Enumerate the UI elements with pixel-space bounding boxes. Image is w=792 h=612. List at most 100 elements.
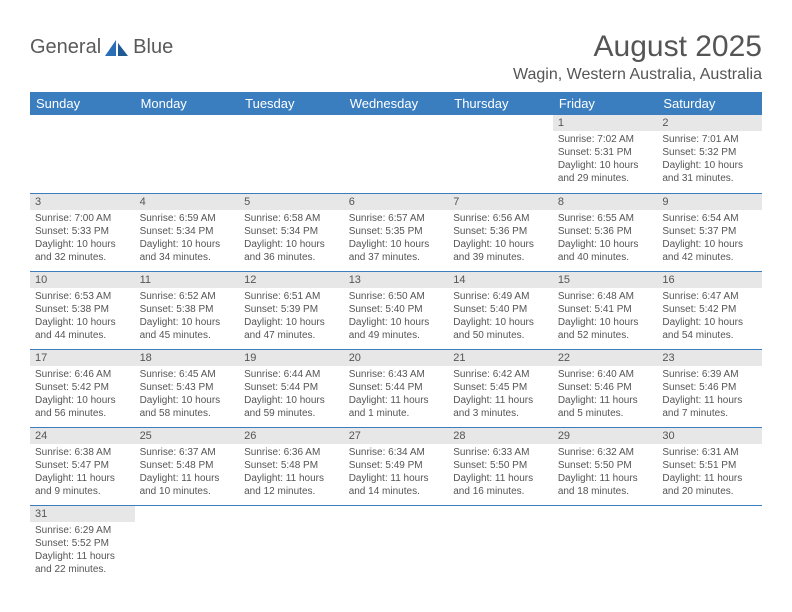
day-data: Sunrise: 7:02 AMSunset: 5:31 PMDaylight:…	[553, 131, 658, 189]
calendar-cell: 11Sunrise: 6:52 AMSunset: 5:38 PMDayligh…	[135, 271, 240, 349]
sunset: Sunset: 5:52 PM	[35, 537, 130, 550]
day-data: Sunrise: 6:49 AMSunset: 5:40 PMDaylight:…	[448, 288, 553, 346]
sunrise: Sunrise: 6:37 AM	[140, 446, 235, 459]
day-number: 17	[30, 350, 135, 366]
day-number: 9	[657, 194, 762, 210]
day-data: Sunrise: 7:00 AMSunset: 5:33 PMDaylight:…	[30, 210, 135, 268]
day-number: 7	[448, 194, 553, 210]
daylight: Daylight: 10 hours and 54 minutes.	[662, 316, 757, 342]
daylight: Daylight: 10 hours and 50 minutes.	[453, 316, 548, 342]
calendar-cell-empty	[448, 505, 553, 583]
day-data: Sunrise: 6:47 AMSunset: 5:42 PMDaylight:…	[657, 288, 762, 346]
daylight: Daylight: 11 hours and 14 minutes.	[349, 472, 444, 498]
day-number: 28	[448, 428, 553, 444]
day-data: Sunrise: 6:43 AMSunset: 5:44 PMDaylight:…	[344, 366, 449, 424]
day-number: 20	[344, 350, 449, 366]
daylight: Daylight: 10 hours and 52 minutes.	[558, 316, 653, 342]
calendar-cell: 28Sunrise: 6:33 AMSunset: 5:50 PMDayligh…	[448, 427, 553, 505]
sunset: Sunset: 5:32 PM	[662, 146, 757, 159]
daylight: Daylight: 11 hours and 3 minutes.	[453, 394, 548, 420]
calendar-cell-empty	[135, 505, 240, 583]
calendar-cell: 29Sunrise: 6:32 AMSunset: 5:50 PMDayligh…	[553, 427, 658, 505]
sunrise: Sunrise: 6:46 AM	[35, 368, 130, 381]
day-number: 1	[553, 115, 658, 131]
calendar-cell: 8Sunrise: 6:55 AMSunset: 5:36 PMDaylight…	[553, 193, 658, 271]
sunset: Sunset: 5:43 PM	[140, 381, 235, 394]
sunset: Sunset: 5:40 PM	[349, 303, 444, 316]
calendar-cell: 24Sunrise: 6:38 AMSunset: 5:47 PMDayligh…	[30, 427, 135, 505]
calendar-cell: 30Sunrise: 6:31 AMSunset: 5:51 PMDayligh…	[657, 427, 762, 505]
sunset: Sunset: 5:44 PM	[349, 381, 444, 394]
day-number: 5	[239, 194, 344, 210]
day-data: Sunrise: 6:53 AMSunset: 5:38 PMDaylight:…	[30, 288, 135, 346]
weekday-header: Tuesday	[239, 92, 344, 115]
sunrise: Sunrise: 6:59 AM	[140, 212, 235, 225]
sunset: Sunset: 5:47 PM	[35, 459, 130, 472]
day-number: 2	[657, 115, 762, 131]
daylight: Daylight: 10 hours and 37 minutes.	[349, 238, 444, 264]
day-number: 8	[553, 194, 658, 210]
sunrise: Sunrise: 6:32 AM	[558, 446, 653, 459]
sunset: Sunset: 5:33 PM	[35, 225, 130, 238]
sunset: Sunset: 5:40 PM	[453, 303, 548, 316]
daylight: Daylight: 10 hours and 47 minutes.	[244, 316, 339, 342]
daylight: Daylight: 10 hours and 32 minutes.	[35, 238, 130, 264]
calendar-cell: 15Sunrise: 6:48 AMSunset: 5:41 PMDayligh…	[553, 271, 658, 349]
sunrise: Sunrise: 6:49 AM	[453, 290, 548, 303]
calendar-cell: 7Sunrise: 6:56 AMSunset: 5:36 PMDaylight…	[448, 193, 553, 271]
sunrise: Sunrise: 6:45 AM	[140, 368, 235, 381]
calendar-cell: 27Sunrise: 6:34 AMSunset: 5:49 PMDayligh…	[344, 427, 449, 505]
sunrise: Sunrise: 6:43 AM	[349, 368, 444, 381]
daylight: Daylight: 10 hours and 45 minutes.	[140, 316, 235, 342]
sunset: Sunset: 5:36 PM	[558, 225, 653, 238]
day-number: 19	[239, 350, 344, 366]
sunrise: Sunrise: 6:58 AM	[244, 212, 339, 225]
sunrise: Sunrise: 6:47 AM	[662, 290, 757, 303]
calendar-cell: 25Sunrise: 6:37 AMSunset: 5:48 PMDayligh…	[135, 427, 240, 505]
calendar-cell-empty	[344, 505, 449, 583]
sunrise: Sunrise: 6:29 AM	[35, 524, 130, 537]
day-data: Sunrise: 6:33 AMSunset: 5:50 PMDaylight:…	[448, 444, 553, 502]
day-data: Sunrise: 6:37 AMSunset: 5:48 PMDaylight:…	[135, 444, 240, 502]
sail-icon	[104, 39, 130, 57]
title-block: August 2025 Wagin, Western Australia, Au…	[513, 30, 762, 84]
daylight: Daylight: 10 hours and 34 minutes.	[140, 238, 235, 264]
calendar-cell: 9Sunrise: 6:54 AMSunset: 5:37 PMDaylight…	[657, 193, 762, 271]
day-data: Sunrise: 6:56 AMSunset: 5:36 PMDaylight:…	[448, 210, 553, 268]
calendar-cell-empty	[553, 505, 658, 583]
sunset: Sunset: 5:46 PM	[558, 381, 653, 394]
day-number: 30	[657, 428, 762, 444]
daylight: Daylight: 11 hours and 5 minutes.	[558, 394, 653, 420]
calendar-cell-empty	[239, 115, 344, 193]
day-number: 18	[135, 350, 240, 366]
calendar-cell: 23Sunrise: 6:39 AMSunset: 5:46 PMDayligh…	[657, 349, 762, 427]
sunset: Sunset: 5:49 PM	[349, 459, 444, 472]
day-data: Sunrise: 6:57 AMSunset: 5:35 PMDaylight:…	[344, 210, 449, 268]
sunrise: Sunrise: 6:31 AM	[662, 446, 757, 459]
day-data: Sunrise: 6:45 AMSunset: 5:43 PMDaylight:…	[135, 366, 240, 424]
sunset: Sunset: 5:50 PM	[558, 459, 653, 472]
daylight: Daylight: 10 hours and 31 minutes.	[662, 159, 757, 185]
header: General Blue August 2025 Wagin, Western …	[30, 30, 762, 84]
calendar-row: 1Sunrise: 7:02 AMSunset: 5:31 PMDaylight…	[30, 115, 762, 193]
sunset: Sunset: 5:34 PM	[140, 225, 235, 238]
daylight: Daylight: 11 hours and 10 minutes.	[140, 472, 235, 498]
calendar-row: 24Sunrise: 6:38 AMSunset: 5:47 PMDayligh…	[30, 427, 762, 505]
sunrise: Sunrise: 6:55 AM	[558, 212, 653, 225]
day-number: 11	[135, 272, 240, 288]
sunset: Sunset: 5:36 PM	[453, 225, 548, 238]
calendar-cell: 16Sunrise: 6:47 AMSunset: 5:42 PMDayligh…	[657, 271, 762, 349]
calendar-cell: 26Sunrise: 6:36 AMSunset: 5:48 PMDayligh…	[239, 427, 344, 505]
day-number: 25	[135, 428, 240, 444]
day-data: Sunrise: 6:40 AMSunset: 5:46 PMDaylight:…	[553, 366, 658, 424]
sunrise: Sunrise: 6:38 AM	[35, 446, 130, 459]
day-data: Sunrise: 6:59 AMSunset: 5:34 PMDaylight:…	[135, 210, 240, 268]
sunrise: Sunrise: 6:51 AM	[244, 290, 339, 303]
day-number: 23	[657, 350, 762, 366]
month-title: August 2025	[513, 30, 762, 64]
daylight: Daylight: 10 hours and 44 minutes.	[35, 316, 130, 342]
day-data: Sunrise: 6:38 AMSunset: 5:47 PMDaylight:…	[30, 444, 135, 502]
day-data: Sunrise: 6:34 AMSunset: 5:49 PMDaylight:…	[344, 444, 449, 502]
calendar-row: 17Sunrise: 6:46 AMSunset: 5:42 PMDayligh…	[30, 349, 762, 427]
sunrise: Sunrise: 7:01 AM	[662, 133, 757, 146]
